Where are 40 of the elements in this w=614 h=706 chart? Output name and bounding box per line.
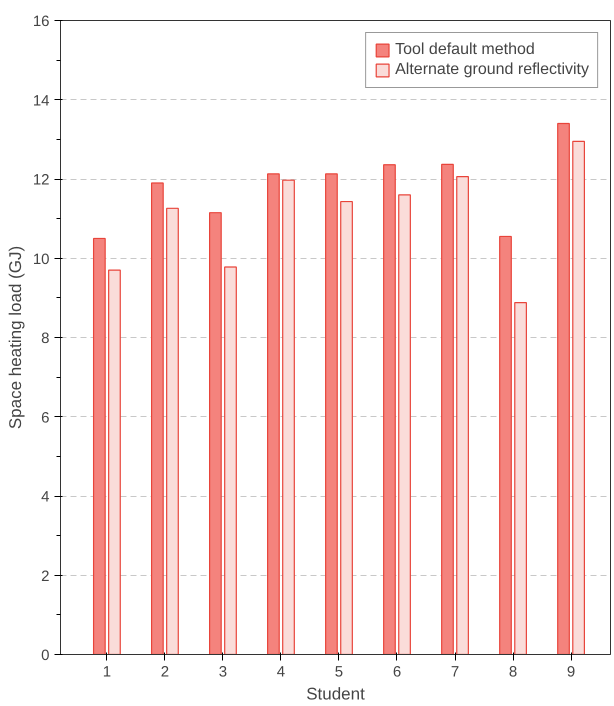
x-tick-label: 8 — [508, 664, 518, 680]
bar — [557, 122, 570, 654]
legend-label: Alternate ground reflectivity — [395, 61, 589, 79]
bar — [209, 212, 222, 654]
x-tick-label: 3 — [218, 664, 228, 680]
x-axis-title: Student — [306, 684, 366, 704]
x-tick-label: 2 — [160, 664, 170, 680]
y-tick-label: 0 — [41, 647, 50, 664]
x-tick-label: 6 — [392, 664, 402, 680]
y-tick-label: 8 — [41, 330, 50, 347]
y-tick-label: 2 — [41, 568, 50, 585]
y-tick-label: 10 — [32, 250, 50, 268]
bar — [150, 182, 164, 654]
bar — [499, 236, 512, 654]
bar — [224, 266, 237, 654]
legend-label: Tool default method — [395, 41, 535, 59]
x-tick-label: 5 — [334, 664, 344, 680]
bar — [325, 173, 338, 654]
x-tick-label: 7 — [450, 664, 460, 680]
x-tick-label: 9 — [566, 664, 576, 680]
x-tick-label: 1 — [102, 664, 112, 680]
bar — [456, 176, 469, 654]
y-tick-label: 6 — [41, 409, 50, 426]
bar — [572, 140, 585, 654]
bar — [267, 173, 280, 654]
bar — [514, 302, 527, 654]
y-tick-label: 16 — [32, 13, 50, 30]
y-axis-title: Space heating load (GJ) — [6, 246, 25, 430]
bar — [108, 270, 121, 654]
x-tick-label: 4 — [276, 664, 286, 680]
y-tick-label: 12 — [32, 172, 50, 188]
y-tick-label: 14 — [32, 92, 50, 110]
bar — [166, 208, 179, 654]
bar — [398, 194, 411, 654]
bar — [441, 164, 454, 654]
bar — [340, 200, 353, 654]
bar — [383, 164, 396, 654]
bar — [282, 180, 295, 654]
y-tick-label: 4 — [41, 488, 50, 506]
bar — [92, 238, 106, 654]
